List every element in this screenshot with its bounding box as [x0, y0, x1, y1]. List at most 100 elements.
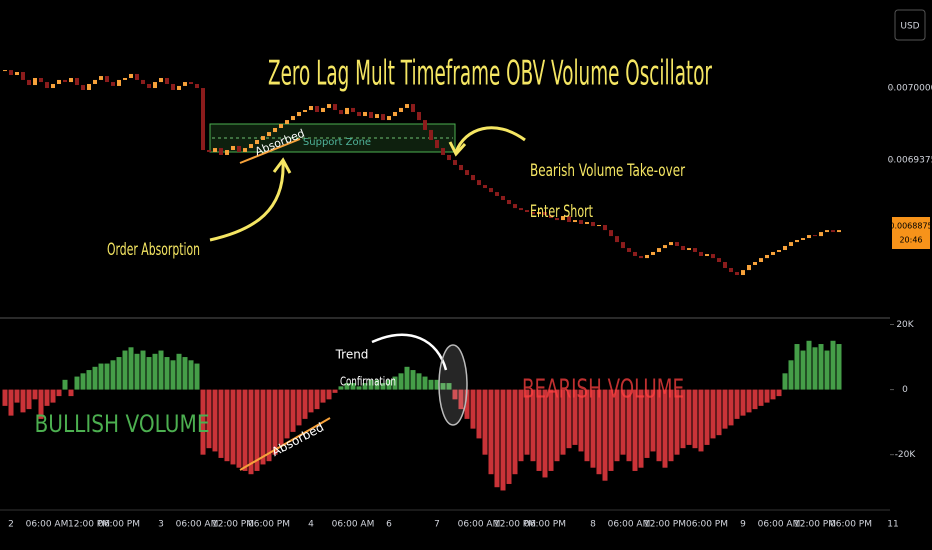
- histogram-bar: [62, 379, 68, 390]
- annotation-arrow: [209, 161, 285, 242]
- candle: [597, 225, 601, 227]
- x-tick-label: 06:00 AM: [26, 520, 69, 530]
- histogram-bar: [194, 363, 200, 390]
- candle: [705, 254, 709, 257]
- histogram-bar: [362, 383, 368, 390]
- x-tick-label: 12:00 PM: [212, 520, 254, 530]
- histogram-bar: [566, 389, 572, 449]
- candle: [711, 254, 715, 259]
- candle: [699, 251, 703, 257]
- histogram-bar: [182, 357, 188, 390]
- candle: [201, 88, 205, 151]
- histogram-bar: [548, 389, 554, 471]
- candle: [801, 238, 805, 240]
- candle: [99, 76, 103, 80]
- candle: [183, 82, 187, 86]
- currency-box[interactable]: [894, 9, 926, 41]
- x-tick-label: 06:00 AM: [176, 520, 219, 530]
- candle: [69, 78, 73, 83]
- histogram-bar: [584, 389, 590, 462]
- histogram-bar: [266, 389, 272, 462]
- histogram-bar: [404, 366, 410, 390]
- candle: [573, 220, 577, 223]
- histogram-bar: [230, 389, 236, 465]
- bearish-label: BEARISH VOLUME: [522, 375, 684, 405]
- candle: [633, 251, 637, 257]
- candle: [273, 128, 277, 133]
- histogram-bar: [464, 389, 470, 419]
- x-tick-label: 4: [308, 520, 314, 530]
- candle: [615, 236, 619, 243]
- candle: [621, 242, 625, 249]
- histogram-bar: [338, 386, 344, 390]
- histogram-bar: [560, 389, 566, 455]
- candle: [549, 214, 553, 218]
- candle: [753, 262, 757, 265]
- candle: [807, 235, 811, 239]
- y-tick-label: 0.0069375: [888, 156, 932, 166]
- histogram-bar: [788, 360, 794, 390]
- histogram-bar: [644, 389, 650, 458]
- x-tick-label: 06:00 AM: [458, 520, 501, 530]
- histogram-bar: [710, 389, 716, 439]
- candle: [465, 170, 469, 176]
- candle: [105, 76, 109, 83]
- histogram-bar: [680, 389, 686, 449]
- candle: [765, 254, 769, 259]
- histogram-bar: [98, 363, 104, 390]
- absorbed-underline: [239, 138, 301, 164]
- histogram-bar: [74, 376, 80, 390]
- candle: [507, 200, 511, 205]
- x-tick-label: 12:00 PM: [644, 520, 686, 530]
- histogram-bar: [446, 383, 452, 390]
- histogram-bar: [494, 389, 500, 488]
- x-tick-label: 06:00 PM: [248, 520, 290, 530]
- candle: [255, 139, 259, 145]
- candle: [717, 258, 721, 263]
- candle: [129, 73, 133, 79]
- histogram-bar: [392, 376, 398, 390]
- support-zone-label: Support Zone: [303, 137, 371, 148]
- histogram-bar: [812, 347, 818, 390]
- bullish-label: BULLISH VOLUME: [35, 410, 210, 438]
- candle: [405, 104, 409, 108]
- x-tick-label: 06:00 PM: [524, 520, 566, 530]
- histogram-bar: [368, 379, 374, 390]
- histogram-bar: [38, 389, 44, 419]
- histogram-bar: [146, 357, 152, 390]
- histogram-bar: [326, 389, 332, 400]
- histogram-bar: [518, 389, 524, 462]
- histogram-bar: [200, 389, 206, 455]
- x-tick-label: 12:00 PM: [794, 520, 836, 530]
- histogram-bar: [248, 389, 254, 475]
- candle: [483, 185, 487, 189]
- absorbed-underline: [239, 417, 331, 471]
- confirmation-circle: [438, 344, 468, 426]
- candle: [87, 83, 91, 90]
- candle: [321, 107, 325, 112]
- candle: [417, 111, 421, 121]
- candle: [567, 216, 571, 223]
- histogram-bar: [524, 389, 530, 455]
- histogram-bar: [500, 389, 506, 491]
- histogram-bar: [422, 376, 428, 390]
- currency-label: USD: [900, 22, 919, 32]
- candle: [171, 83, 175, 90]
- candle: [249, 144, 253, 149]
- histogram-bar: [476, 389, 482, 439]
- x-tick-label: 06:00 PM: [98, 520, 140, 530]
- candle: [357, 111, 361, 117]
- candle: [411, 104, 415, 112]
- candle: [279, 123, 283, 129]
- histogram-bar: [254, 389, 260, 471]
- candle: [825, 230, 829, 233]
- histogram-bar: [242, 389, 248, 471]
- histogram-bar: [134, 353, 140, 390]
- candle: [195, 83, 199, 89]
- candle: [375, 114, 379, 118]
- candle: [27, 79, 31, 86]
- histogram-bar: [320, 389, 326, 403]
- candle: [285, 120, 289, 124]
- candle: [21, 72, 25, 80]
- histogram-bar: [602, 389, 608, 481]
